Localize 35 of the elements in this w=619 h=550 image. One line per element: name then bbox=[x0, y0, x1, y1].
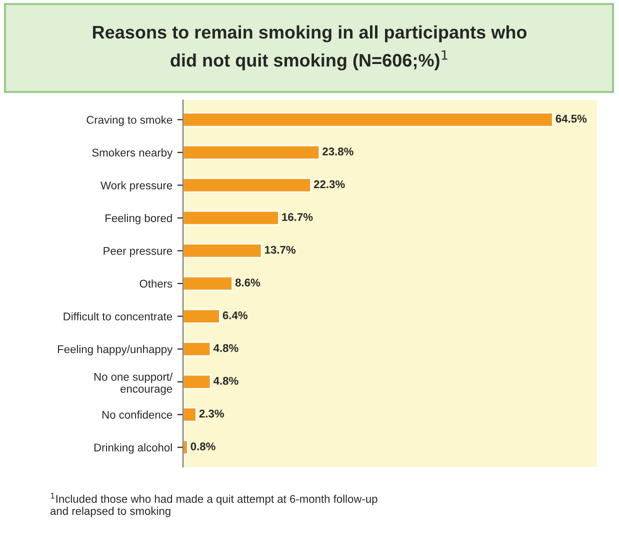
bar bbox=[183, 406, 197, 422]
y-tick-label: Craving to smoke bbox=[86, 116, 172, 126]
bar bbox=[183, 374, 212, 390]
text: $^{1}$Included those who had made a quit attempt at 6-month follow-up and relapsed to smoking bbox=[50, 492, 378, 518]
bar bbox=[183, 440, 188, 455]
y-tick-label: Peer pressure bbox=[104, 247, 172, 258]
data-label: 13.7% bbox=[264, 246, 296, 254]
data-label: 22.3% bbox=[314, 180, 345, 188]
y-tick-label: Others bbox=[140, 279, 172, 288]
y-tick-label: Feeling bored bbox=[106, 214, 172, 224]
data-label: 64.5% bbox=[556, 114, 587, 123]
y-tick-label: Smokers nearby bbox=[92, 148, 173, 159]
bar bbox=[183, 308, 220, 324]
data-label: 4.8% bbox=[213, 344, 238, 352]
bar bbox=[183, 210, 280, 226]
data-label: 0.8% bbox=[190, 442, 216, 450]
data-label: 16.7% bbox=[282, 213, 313, 221]
bar bbox=[183, 243, 262, 258]
y-tick-label: Drinking alcohol bbox=[94, 443, 172, 454]
y-tick-label: Work pressure bbox=[100, 181, 172, 192]
bar bbox=[183, 144, 320, 160]
data-label: 6.4% bbox=[222, 311, 248, 320]
y-tick-label: No one support/ encourage bbox=[94, 372, 173, 395]
data-label: 2.3% bbox=[199, 410, 224, 418]
data-label: 8.6% bbox=[235, 278, 260, 286]
y-tick-label: Difficult to concentrate bbox=[64, 312, 172, 320]
y-tick-label: Feeling happy/unhappy bbox=[58, 345, 173, 356]
y-tick-label: No confidence bbox=[102, 410, 172, 419]
chart-title: Reasons to remain smoking in all participants who did not quit smoking (N=606;%)$^{1}$ bbox=[93, 25, 527, 70]
bar bbox=[183, 178, 312, 193]
bar bbox=[183, 341, 212, 357]
data-label: 4.8% bbox=[213, 376, 238, 385]
bar bbox=[183, 276, 233, 292]
data-label: 23.8% bbox=[322, 148, 354, 156]
bar bbox=[183, 112, 554, 128]
